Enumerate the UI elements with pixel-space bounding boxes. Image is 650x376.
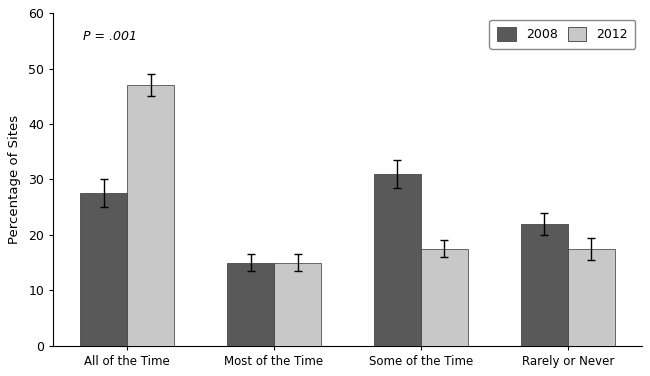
Y-axis label: Percentage of Sites: Percentage of Sites — [8, 115, 21, 244]
Legend: 2008, 2012: 2008, 2012 — [489, 20, 636, 49]
Bar — [521, 224, 568, 346]
Bar — [127, 85, 174, 346]
Bar — [274, 262, 321, 346]
Bar — [421, 249, 468, 346]
Bar — [568, 249, 615, 346]
Bar — [227, 262, 274, 346]
Bar — [80, 193, 127, 346]
Text: P = .001: P = .001 — [83, 30, 136, 43]
Bar — [374, 174, 421, 346]
